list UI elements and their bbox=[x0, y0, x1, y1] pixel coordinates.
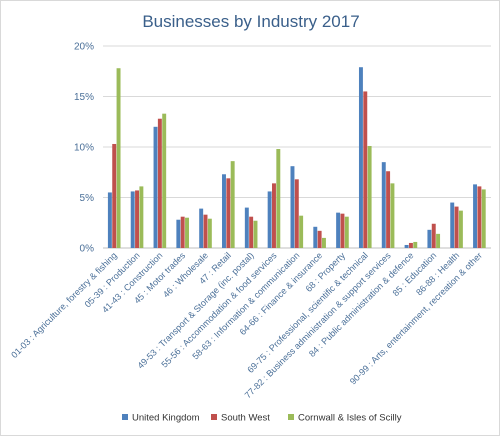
bar bbox=[344, 216, 349, 248]
legend-label: United Kingdom bbox=[132, 413, 200, 424]
legend-swatch bbox=[122, 414, 128, 420]
y-tick-label: 5% bbox=[80, 193, 95, 204]
bar bbox=[226, 178, 231, 248]
bar bbox=[139, 186, 144, 248]
bar bbox=[317, 230, 322, 248]
bar bbox=[135, 190, 140, 248]
bar bbox=[185, 217, 189, 248]
bar bbox=[272, 183, 276, 248]
bar bbox=[116, 68, 121, 248]
bar bbox=[367, 145, 372, 248]
chart-title: Businesses by Industry 2017 bbox=[142, 12, 359, 31]
legend-swatch bbox=[211, 414, 217, 420]
bar bbox=[427, 229, 432, 248]
bar bbox=[294, 179, 299, 248]
bar bbox=[408, 242, 413, 248]
legend: United Kingdom South West Cornwall & Isles… bbox=[122, 413, 402, 424]
legend-swatch bbox=[288, 414, 294, 420]
bar bbox=[249, 216, 254, 248]
bar bbox=[340, 213, 345, 248]
legend-label: Cornwall & Isles of Scilly bbox=[298, 413, 402, 424]
bars bbox=[107, 67, 486, 249]
y-tick-label: 10% bbox=[74, 143, 94, 154]
bar bbox=[431, 223, 436, 248]
bar bbox=[454, 206, 459, 248]
bar bbox=[321, 237, 326, 248]
bar bbox=[207, 218, 212, 248]
bar bbox=[153, 126, 158, 248]
bar bbox=[363, 91, 368, 248]
bar bbox=[157, 118, 162, 248]
y-axis: 0% 5% 10% 15% 20% bbox=[74, 42, 94, 255]
bar bbox=[473, 184, 478, 248]
legend-label: South West bbox=[221, 413, 270, 424]
bar bbox=[162, 113, 167, 248]
bar bbox=[299, 215, 304, 248]
bar bbox=[107, 192, 112, 248]
bar bbox=[404, 244, 409, 248]
bar bbox=[276, 149, 281, 248]
bar bbox=[267, 191, 272, 248]
y-tick-label: 0% bbox=[80, 244, 95, 255]
bar bbox=[244, 207, 249, 248]
gridlines bbox=[103, 45, 491, 249]
bar bbox=[253, 220, 258, 248]
bar bbox=[413, 241, 418, 248]
bar bbox=[390, 183, 395, 248]
bar bbox=[436, 233, 441, 248]
bar bbox=[290, 166, 295, 248]
bar bbox=[203, 214, 208, 248]
bar bbox=[481, 189, 486, 248]
x-axis: 01-03 : Agriculture, forestry & fishing0… bbox=[9, 250, 484, 400]
bar bbox=[230, 161, 235, 248]
bar bbox=[477, 186, 482, 248]
bar bbox=[386, 171, 391, 248]
bar bbox=[313, 226, 318, 248]
bar bbox=[336, 212, 341, 248]
bar bbox=[199, 208, 204, 248]
bar bbox=[222, 174, 226, 248]
bar bbox=[358, 67, 363, 249]
bar bbox=[458, 210, 463, 248]
bar bbox=[450, 202, 455, 248]
bar bbox=[130, 191, 135, 248]
y-tick-label: 20% bbox=[74, 42, 94, 53]
bar bbox=[112, 143, 117, 248]
bar bbox=[176, 219, 181, 248]
bar bbox=[381, 162, 386, 248]
bar bbox=[180, 216, 185, 248]
y-tick-label: 15% bbox=[74, 92, 94, 103]
